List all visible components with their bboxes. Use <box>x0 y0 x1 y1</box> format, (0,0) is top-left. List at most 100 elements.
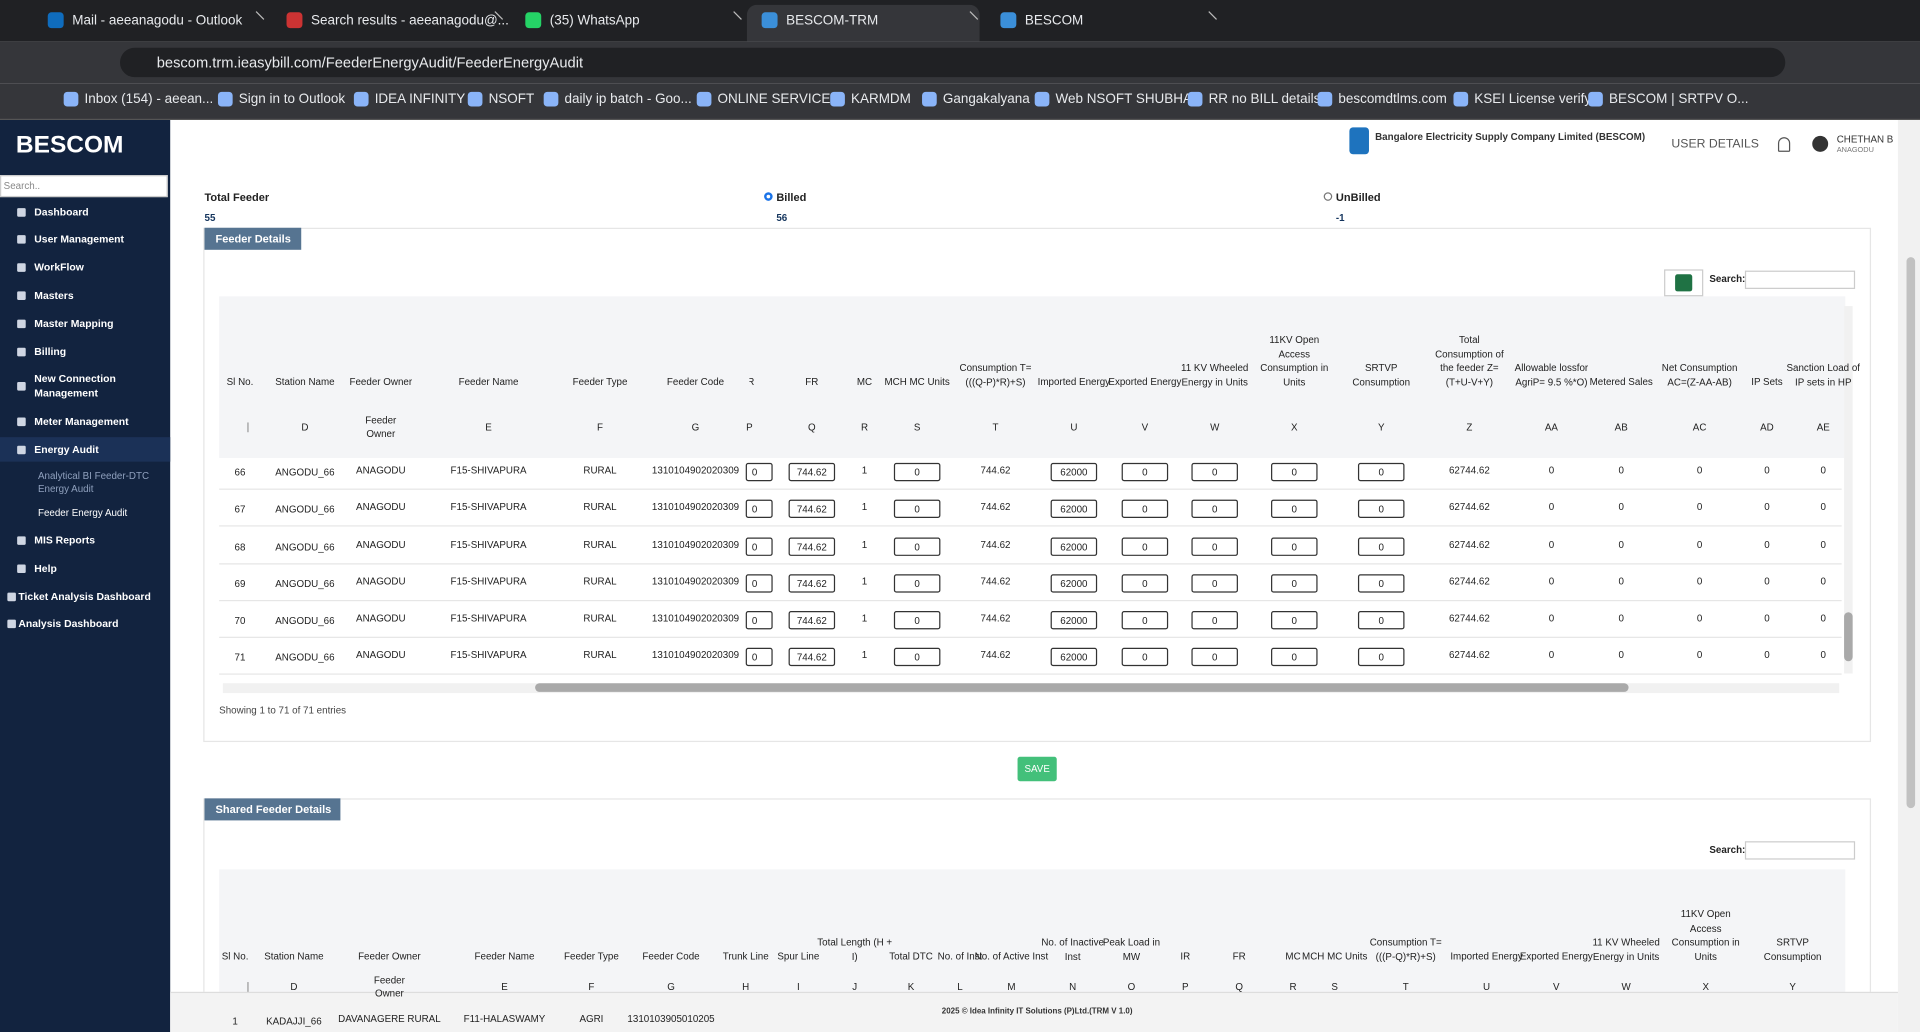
input-box[interactable] <box>1271 611 1318 630</box>
bookmark[interactable]: BESCOM | SRTPV O... <box>1608 91 1749 107</box>
input-box[interactable] <box>1121 462 1169 482</box>
bookmark[interactable]: KARMDM <box>851 91 911 107</box>
column-header[interactable]: No. of Active Inst <box>974 950 1049 962</box>
column-header[interactable]: Allowable lossfor AgriP= 9.5 %*O) <box>1514 362 1589 388</box>
column-header[interactable]: IR <box>1180 950 1191 962</box>
cell-input[interactable]: 0 <box>751 503 758 515</box>
cell-input[interactable]: 0 <box>914 541 920 553</box>
cell-input[interactable]: 0 <box>1378 578 1384 590</box>
column-header[interactable]: No. of Inactive Inst <box>1041 936 1104 962</box>
cell-input[interactable]: 0 <box>1291 578 1298 590</box>
column-header[interactable]: SRTVP Consumption <box>1763 936 1822 962</box>
input-box[interactable] <box>1357 574 1405 593</box>
input-box[interactable] <box>1271 647 1318 667</box>
cell-input[interactable]: 0 <box>914 578 920 590</box>
radio-billed[interactable] <box>764 192 773 201</box>
column-header[interactable]: IR <box>744 376 755 388</box>
input-box[interactable] <box>1121 537 1169 556</box>
menu-item[interactable]: Dashboard <box>34 205 89 218</box>
bookmark[interactable]: NSOFT <box>488 91 535 107</box>
cell-input[interactable]: 0 <box>914 503 920 515</box>
cell-input[interactable]: 0 <box>751 652 758 664</box>
bookmark[interactable]: KSEI License verify <box>1474 91 1592 107</box>
column-header[interactable]: FR <box>805 376 819 388</box>
column-header[interactable]: Feeder Type <box>572 376 628 388</box>
input-box[interactable] <box>893 611 941 630</box>
column-header[interactable]: 11KV Open Access Consumption in Units <box>1260 334 1329 388</box>
column-header[interactable]: Feeder Name <box>474 950 535 962</box>
cell-input[interactable]: 62000 <box>1060 578 1088 590</box>
save-label[interactable]: SAVE <box>1024 763 1050 775</box>
menu-item[interactable]: Analysis Dashboard <box>18 617 119 630</box>
cell-input[interactable]: 0 <box>1378 652 1384 664</box>
column-header[interactable]: Feeder Name <box>458 376 519 388</box>
input-box[interactable] <box>1191 537 1238 556</box>
column-header[interactable]: IP Sets <box>1751 376 1783 388</box>
input-box[interactable] <box>1357 611 1405 630</box>
bookmark[interactable]: bescomdtlms.com <box>1338 91 1447 107</box>
input-box[interactable] <box>893 647 941 667</box>
radio-unbilled[interactable] <box>1323 192 1333 201</box>
cell-input[interactable]: 0 <box>751 615 758 627</box>
cell-input[interactable]: 0 <box>1142 652 1148 664</box>
bookmark[interactable]: daily ip batch - Goo... <box>564 91 692 107</box>
column-header[interactable]: Exported Energy <box>1108 376 1182 388</box>
column-header[interactable]: No. of Inst <box>937 950 983 962</box>
cell-input[interactable]: 0 <box>1211 467 1218 479</box>
column-header[interactable]: Feeder Type <box>564 950 619 962</box>
input-box[interactable] <box>893 537 941 556</box>
cell-input[interactable]: 0 <box>751 578 758 590</box>
input-box[interactable] <box>788 499 836 518</box>
input-box[interactable] <box>1357 462 1405 482</box>
cell-input[interactable]: 0 <box>1378 615 1384 627</box>
cell-input[interactable]: 0 <box>1378 467 1384 479</box>
menu-item[interactable]: New Connection Management <box>34 372 116 400</box>
input-box[interactable] <box>1050 499 1098 518</box>
input-box[interactable] <box>788 611 836 630</box>
input-box[interactable] <box>745 499 773 518</box>
input-box[interactable] <box>745 462 773 482</box>
bookmark[interactable]: RR no BILL details <box>1208 91 1321 107</box>
excel-button[interactable] <box>1664 269 1704 297</box>
cell-input[interactable]: 62000 <box>1060 503 1088 515</box>
cell-input[interactable]: 0 <box>1378 541 1384 553</box>
cell-input[interactable]: 0 <box>1211 578 1218 590</box>
cell-input[interactable]: 744.62 <box>796 652 827 664</box>
cell-input[interactable]: 62000 <box>1060 541 1088 553</box>
input-box[interactable] <box>745 611 773 630</box>
input-box[interactable] <box>1050 574 1098 593</box>
sidebar-search[interactable] <box>0 175 168 198</box>
column-header[interactable]: Feeder Code <box>666 376 725 388</box>
shared-search-input[interactable] <box>1744 841 1856 860</box>
input-box[interactable] <box>1121 574 1169 593</box>
submenu-item[interactable]: Analytical BI Feeder-DTC Energy Audit <box>37 470 150 495</box>
tab[interactable]: (35) WhatsApp <box>549 13 640 29</box>
url[interactable]: bescom.trm.ieasybill.com/FeederEnergyAud… <box>156 53 584 72</box>
cell-input[interactable]: 0 <box>1378 503 1384 515</box>
column-header[interactable]: Total DTC <box>889 950 933 962</box>
input-box[interactable] <box>893 499 941 518</box>
cell-input[interactable]: 0 <box>1211 541 1218 553</box>
input-box[interactable] <box>1191 647 1238 667</box>
submenu-item[interactable]: Feeder Energy Audit <box>37 507 128 519</box>
cell-input[interactable]: 0 <box>1142 467 1148 479</box>
column-header[interactable]: 11KV Open Access Consumption in Units <box>1671 908 1740 962</box>
cell-input[interactable]: 0 <box>1142 503 1148 515</box>
input-box[interactable] <box>1357 647 1405 667</box>
bookmark[interactable]: IDEA INFINITY <box>374 91 466 107</box>
input-box[interactable] <box>788 537 836 556</box>
column-header[interactable]: Feeder Code <box>642 950 700 962</box>
input-box[interactable] <box>1191 462 1238 482</box>
input-box[interactable] <box>1121 611 1169 630</box>
column-header[interactable]: 11 KV Wheeled Energy in Units <box>1592 936 1660 962</box>
input-box[interactable] <box>788 574 836 593</box>
v-scroll-thumb[interactable] <box>1844 612 1853 662</box>
column-header[interactable]: Feeder Owner <box>349 376 413 388</box>
column-header[interactable]: SRTVP Consumption <box>1352 362 1411 388</box>
input-box[interactable] <box>745 647 773 667</box>
column-header[interactable]: Metered Sales <box>1589 376 1653 388</box>
tab[interactable]: Search results - aeeanagodu@... <box>311 13 509 29</box>
column-header[interactable]: Trunk Line <box>722 950 769 962</box>
column-header[interactable]: Consumption T=(((P-Q)*R)+S) <box>1369 936 1442 962</box>
cell-input[interactable]: 744.62 <box>796 467 827 479</box>
